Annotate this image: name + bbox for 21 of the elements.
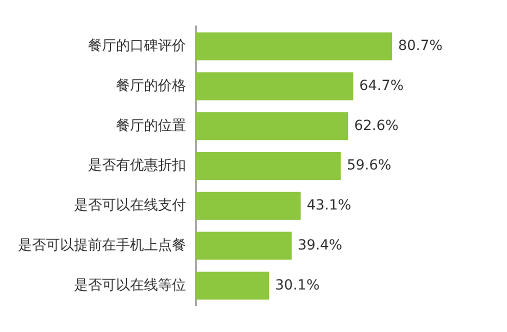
y-tick-label: 是否可以在线支付 — [74, 198, 186, 214]
bar — [196, 192, 301, 220]
bar — [196, 272, 270, 300]
y-tick-label: 是否有优惠折扣 — [88, 158, 186, 174]
bar — [196, 32, 392, 60]
data-label: 59.6% — [346, 158, 392, 174]
y-tick-label: 是否可以提前在手机上点餐 — [18, 237, 186, 254]
bar — [196, 72, 354, 100]
data-label: 30.1% — [275, 277, 320, 294]
bar — [196, 112, 348, 140]
y-tick-label: 餐厅的价格 — [116, 78, 186, 94]
y-tick-label: 餐厅的位置 — [116, 118, 186, 134]
bar — [196, 232, 292, 260]
data-label: 39.4% — [298, 237, 342, 254]
data-label: 62.6% — [354, 118, 399, 134]
y-tick-label: 是否可以在线等位 — [74, 277, 186, 294]
data-label: 64.7% — [359, 78, 404, 94]
data-label: 80.7% — [398, 38, 443, 54]
y-tick-label: 餐厅的口碑评价 — [88, 38, 186, 54]
data-label: 43.1% — [306, 198, 352, 214]
bar — [196, 152, 341, 180]
